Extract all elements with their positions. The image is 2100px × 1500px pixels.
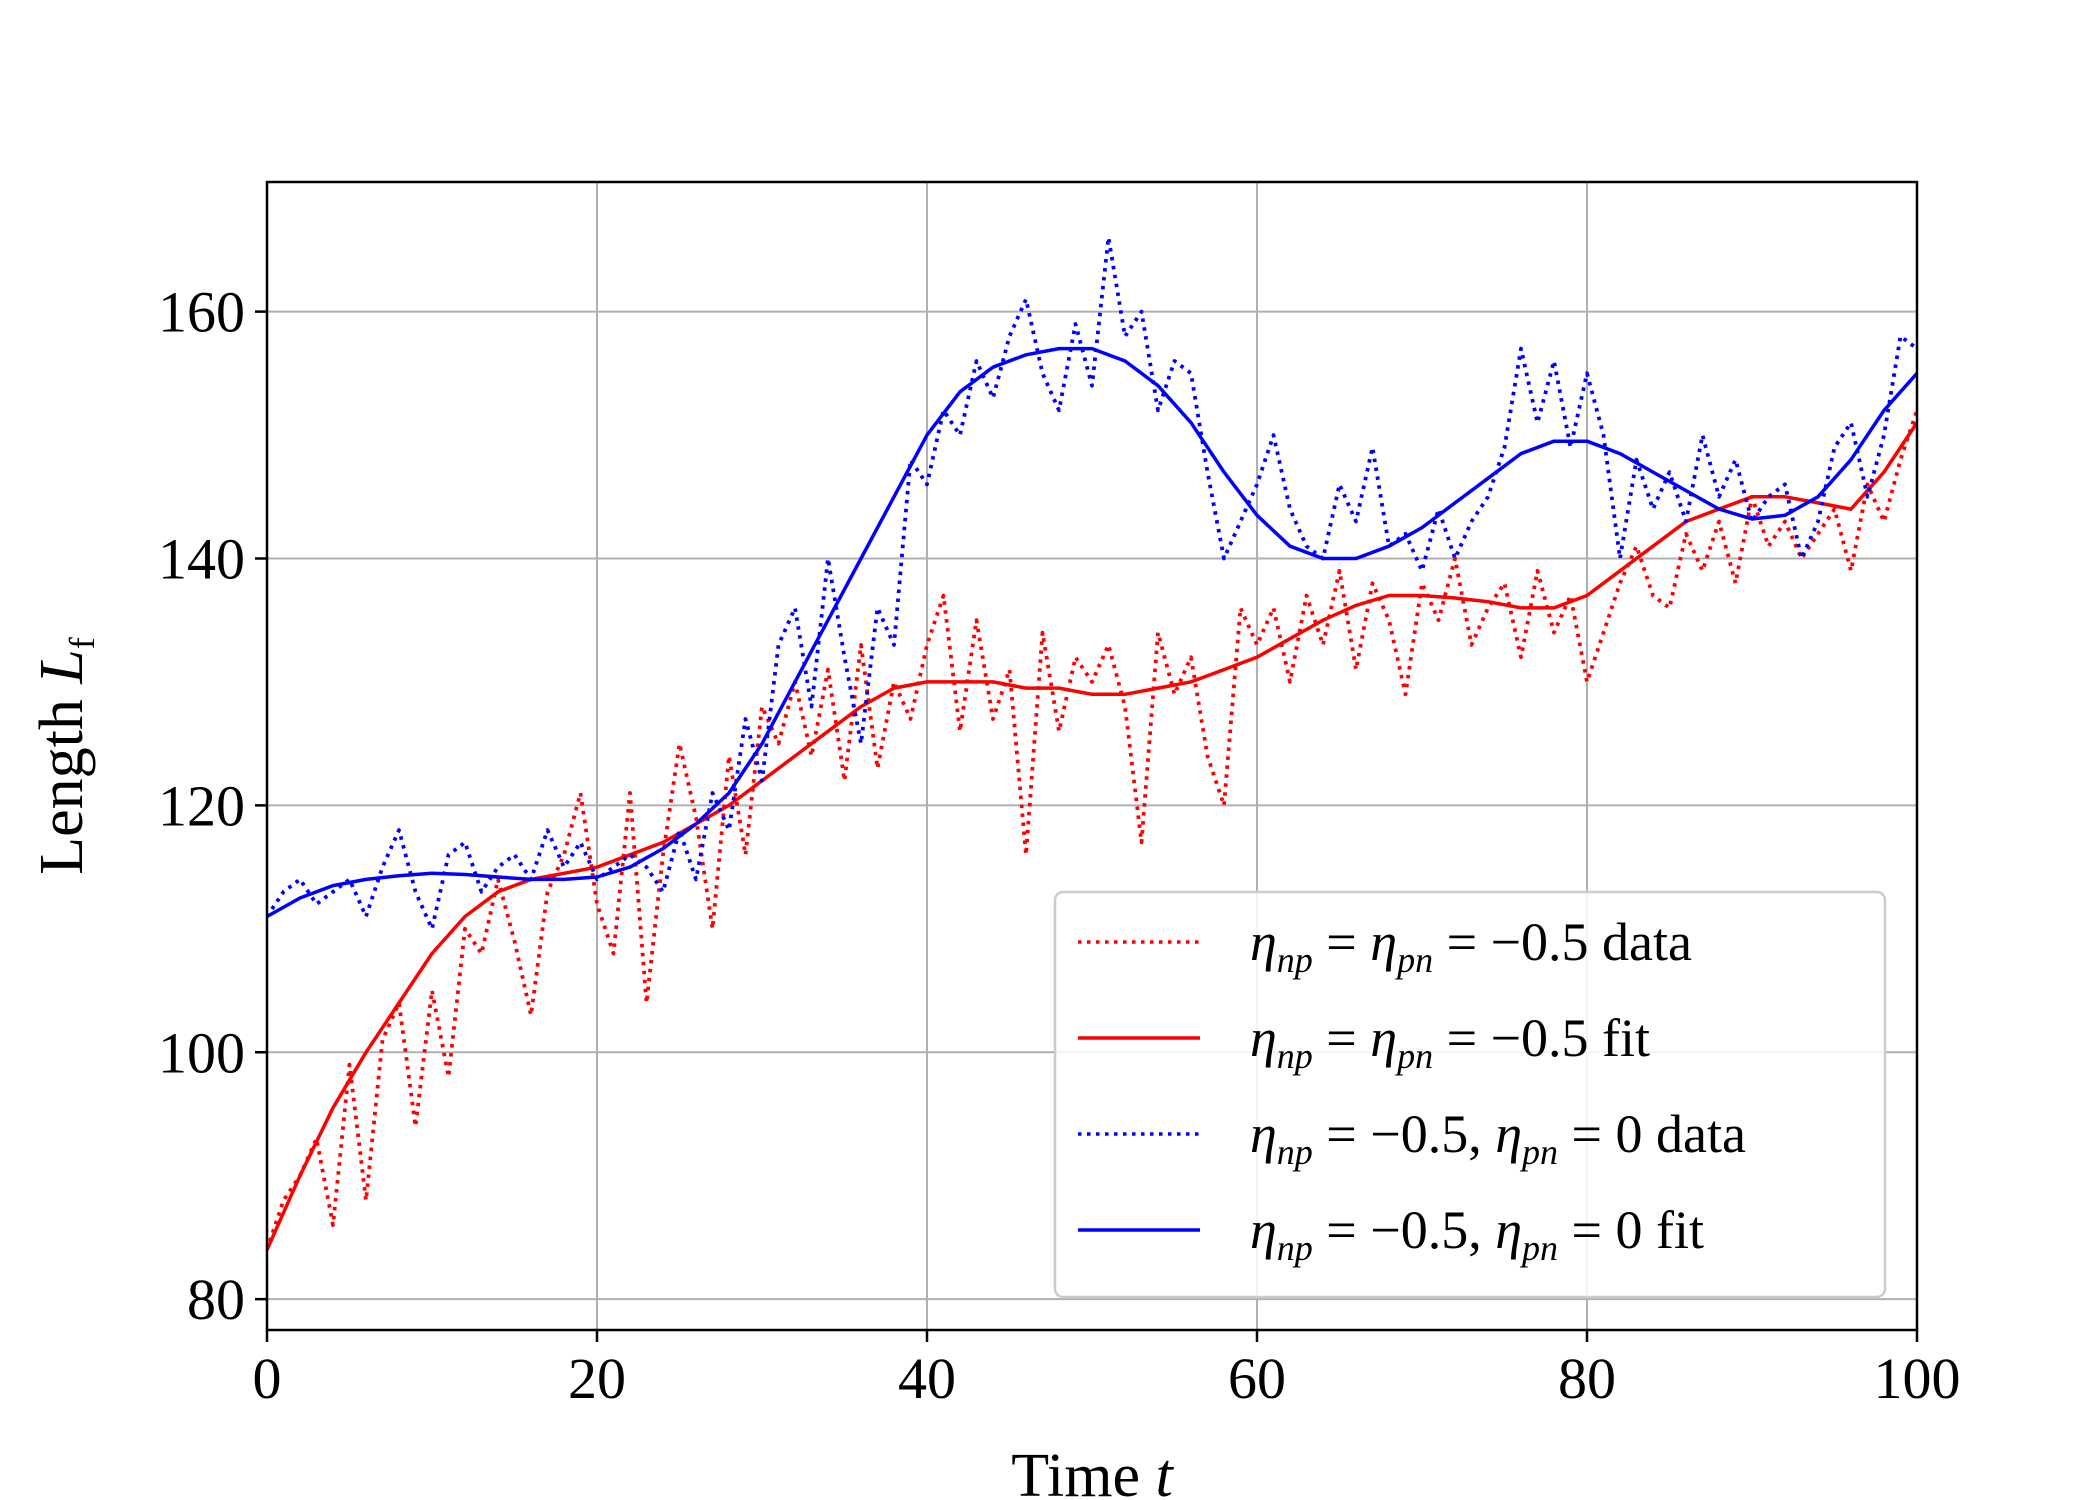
y-tick-label: 100 [158, 1020, 245, 1085]
y-tick-label: 120 [158, 773, 245, 838]
x-tick-label: 80 [1558, 1346, 1616, 1411]
x-tick-label: 20 [568, 1346, 626, 1411]
y-tick-label: 140 [158, 526, 245, 591]
plot-frame [265, 180, 1919, 1332]
legend-label-3: ηnp = −0.5, ηpn = 0 data [1250, 1104, 1746, 1172]
series-layer [267, 235, 1917, 1251]
legend-label-1: ηnp = ηpn = −0.5 data [1250, 912, 1692, 980]
series-line-4 [267, 346, 1917, 919]
legend: ηnp = ηpn = −0.5 data ηnp = ηpn = −0.5 fi… [1053, 890, 1887, 1299]
x-tick-label: 60 [1228, 1346, 1286, 1411]
x-tick-label: 40 [898, 1346, 956, 1411]
legend-box [1053, 890, 1887, 1299]
legend-label-2: ηnp = ηpn = −0.5 fit [1250, 1008, 1650, 1076]
y-tick-label: 80 [187, 1267, 245, 1332]
x-tick-label: 100 [1874, 1346, 1961, 1411]
series-line-1 [267, 409, 1917, 1251]
x-tick-label: 0 [253, 1346, 282, 1411]
y-tick-label: 160 [158, 280, 245, 345]
x-axis-label: Time t [1011, 1442, 1174, 1500]
legend-label-4: ηnp = −0.5, ηpn = 0 fit [1250, 1200, 1704, 1268]
series-line-3 [267, 235, 1917, 931]
ticks: 0 20 40 60 80 100 80 100 120 140 160 [158, 280, 1961, 1411]
y-axis-label: Length Lf [28, 637, 102, 875]
series-line-2 [267, 421, 1917, 1251]
